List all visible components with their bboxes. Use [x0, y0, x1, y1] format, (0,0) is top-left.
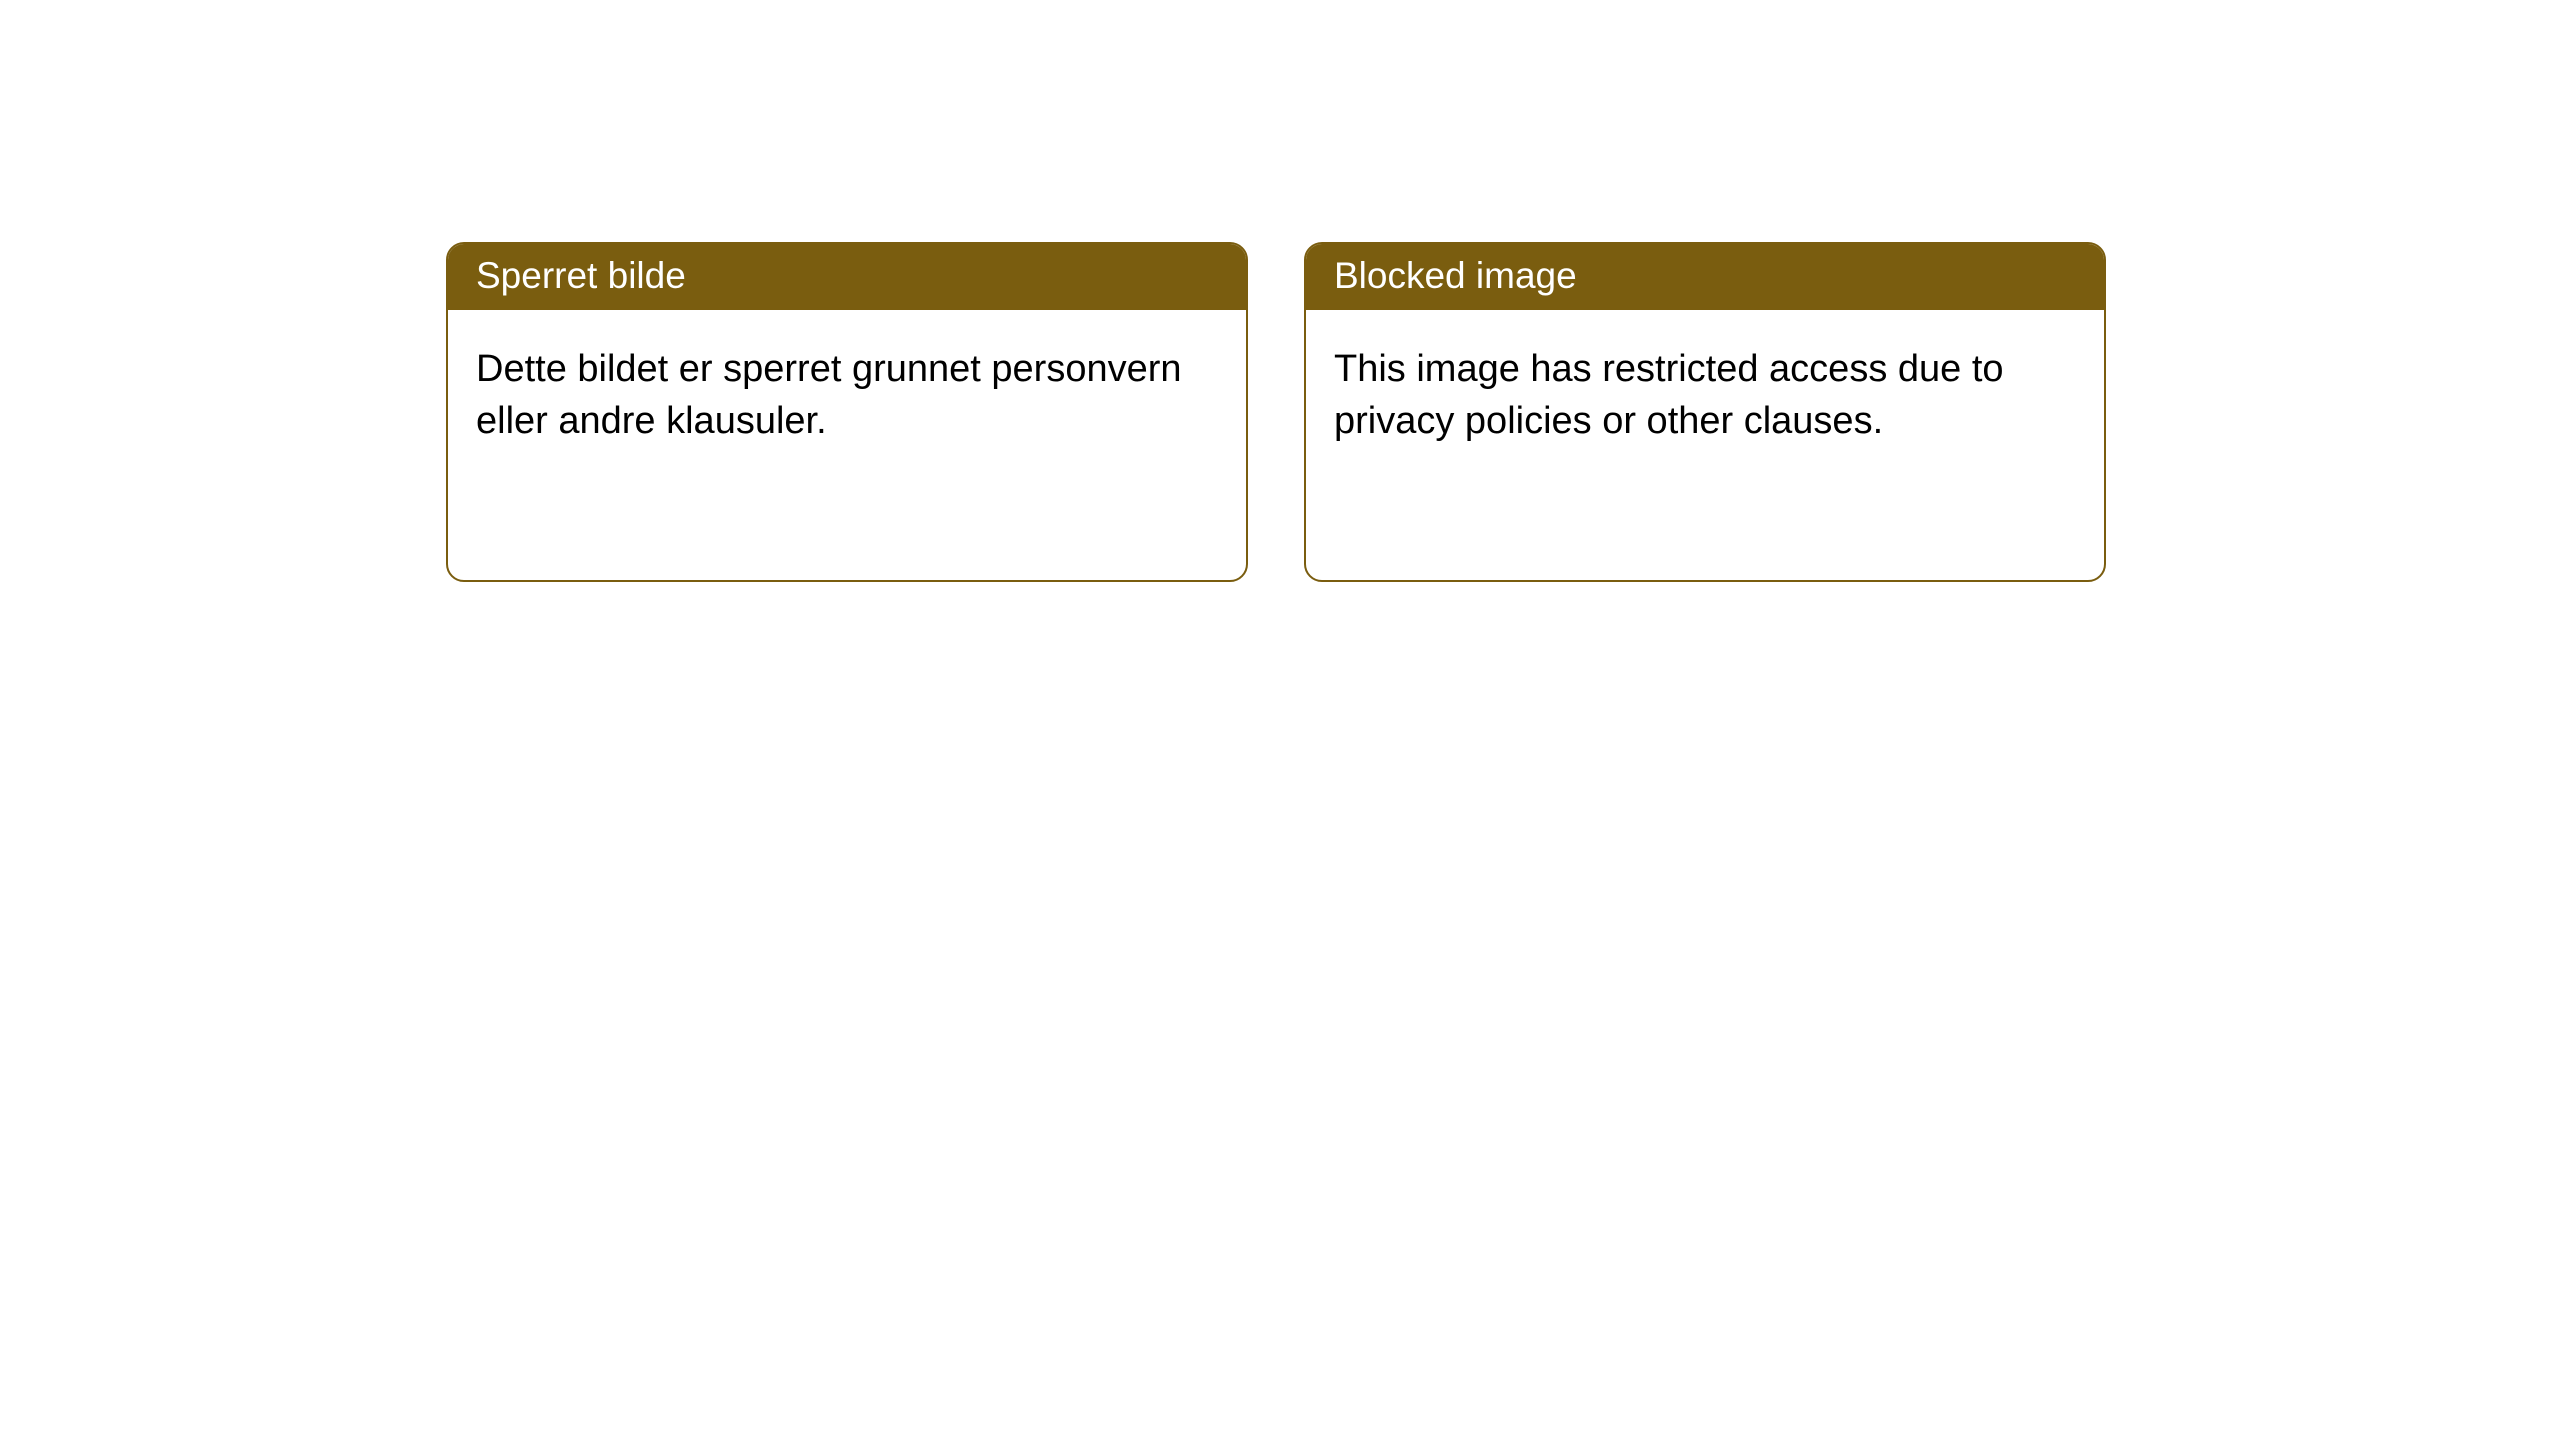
card-body-norwegian: Dette bildet er sperret grunnet personve…	[448, 310, 1246, 580]
blocked-image-card-english: Blocked image This image has restricted …	[1304, 242, 2106, 582]
blocked-image-card-norwegian: Sperret bilde Dette bildet er sperret gr…	[446, 242, 1248, 582]
notice-container: Sperret bilde Dette bildet er sperret gr…	[0, 0, 2560, 582]
card-body-english: This image has restricted access due to …	[1306, 310, 2104, 580]
card-header-norwegian: Sperret bilde	[448, 244, 1246, 310]
card-header-english: Blocked image	[1306, 244, 2104, 310]
